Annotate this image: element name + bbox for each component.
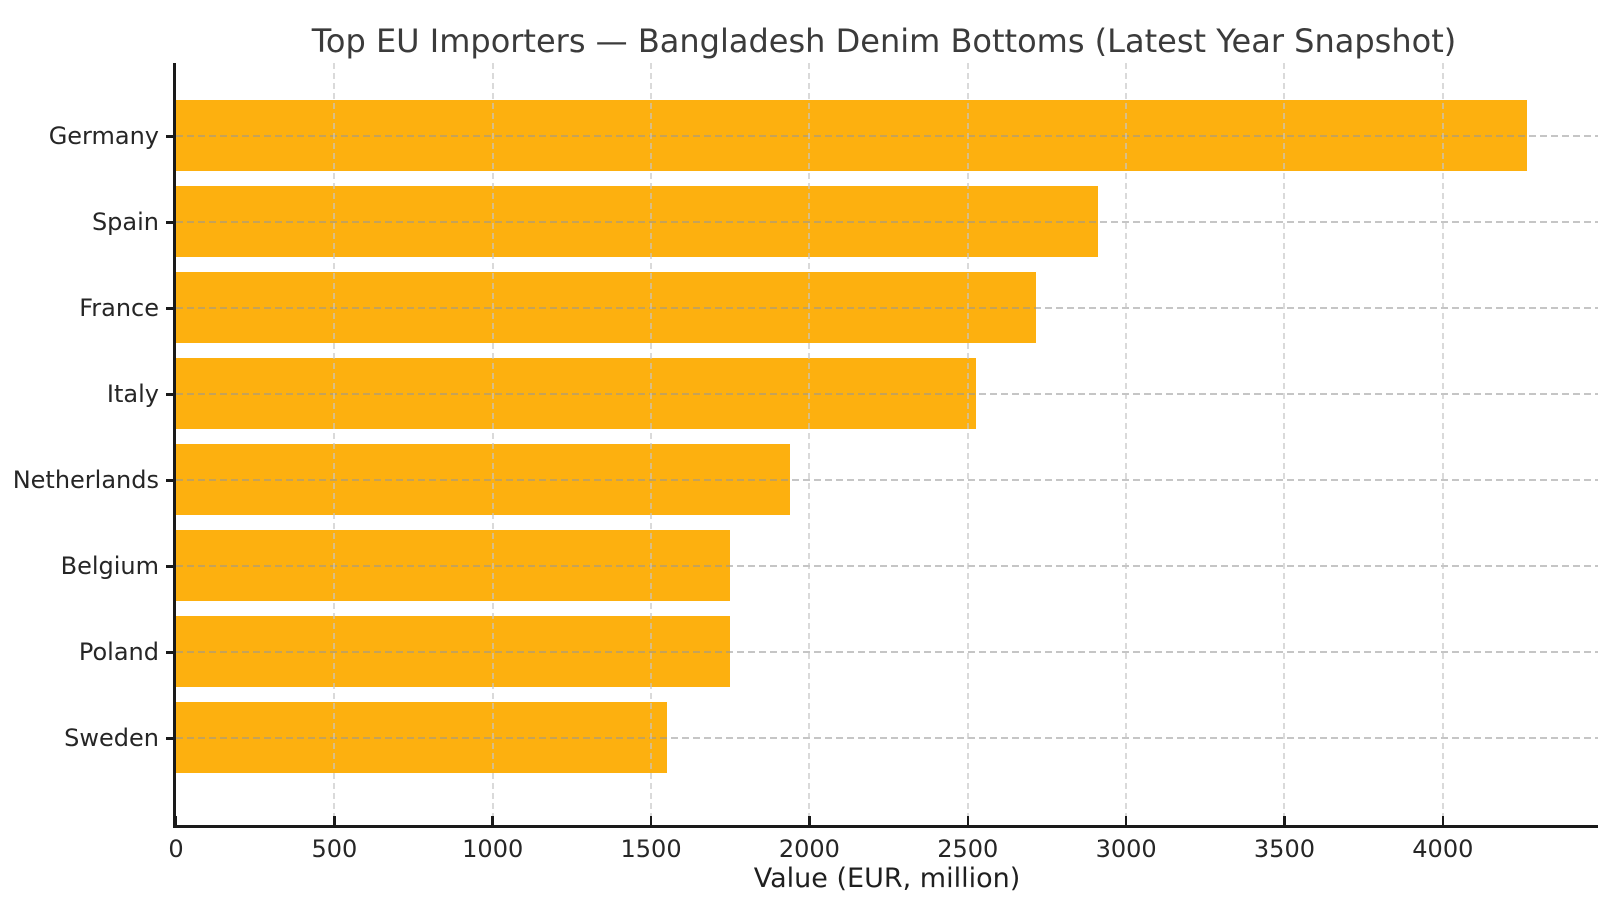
horizontal-gridline: [176, 221, 1598, 223]
horizontal-gridline: [176, 737, 1598, 739]
y-tick-label-italy: Italy: [106, 380, 159, 408]
x-tick-label: 500: [311, 835, 358, 863]
vertical-gridline: [1441, 63, 1444, 825]
vertical-gridline: [1125, 63, 1128, 825]
horizontal-gridline: [176, 307, 1598, 309]
bar-row: Netherlands: [13, 437, 1598, 523]
x-tick-mark: [333, 816, 336, 825]
x-tick-label: 2500: [937, 835, 999, 863]
bar-row: Germany: [49, 93, 1598, 179]
y-tick-label-germany: Germany: [48, 122, 159, 150]
y-tick-mark: [166, 564, 173, 568]
vertical-gridline: [1283, 63, 1286, 825]
y-tick-label-poland: Poland: [78, 638, 159, 666]
y-tick-mark: [166, 478, 173, 482]
x-tick-mark: [491, 816, 494, 825]
bars-container: Germany Spain France Italy Netherlands Belgiu…: [13, 63, 1598, 825]
x-tick-mark: [966, 816, 969, 825]
vertical-gridline: [966, 63, 969, 825]
chart-title: Top EU Importers — Bangladesh Denim Bott…: [311, 22, 1457, 60]
x-tick-label: 2000: [778, 835, 840, 863]
y-tick-label-netherlands: Netherlands: [12, 466, 159, 494]
plot-area: Germany Spain France Italy Netherlands Belgiu…: [13, 63, 1598, 894]
x-tick-label: 4000: [1412, 835, 1474, 863]
x-tick-mark: [1283, 816, 1286, 825]
y-tick-mark: [166, 306, 173, 310]
y-tick-label-spain: Spain: [91, 208, 159, 236]
x-tick-mark: [174, 816, 178, 825]
vertical-gridline: [650, 63, 653, 825]
x-tick-label: 1500: [620, 835, 682, 863]
horizontal-gridline: [176, 135, 1598, 137]
x-tick-mark: [649, 816, 653, 825]
bar-row: France: [79, 265, 1598, 351]
bar-row: Poland: [79, 609, 1598, 695]
horizontal-gridline: [176, 565, 1598, 567]
y-tick-mark: [166, 392, 173, 396]
y-tick-mark: [166, 650, 173, 654]
x-tick-label: 0: [168, 835, 184, 863]
bar-row: Belgium: [61, 523, 1598, 609]
vertical-gridline: [333, 63, 336, 825]
x-tick-mark: [1441, 816, 1445, 825]
horizontal-gridline: [176, 651, 1598, 653]
vertical-gridline: [808, 63, 811, 825]
y-tick-label-sweden: Sweden: [64, 724, 159, 752]
x-axis-label: Value (EUR, million): [753, 863, 1021, 894]
bar-row: Spain: [92, 179, 1598, 265]
x-tick-label: 1000: [462, 835, 524, 863]
y-tick-mark: [166, 134, 173, 138]
vertical-gridline: [491, 63, 494, 825]
x-tick-mark: [1124, 816, 1128, 825]
bar-row: Italy: [107, 351, 1598, 437]
x-tick-label: 3000: [1095, 835, 1157, 863]
y-tick-label-belgium: Belgium: [60, 552, 159, 580]
y-tick-label-france: France: [79, 294, 159, 322]
x-tick-mark: [808, 816, 811, 825]
horizontal-gridline: [176, 479, 1598, 481]
y-tick-mark: [166, 220, 173, 224]
bar-row: Sweden: [64, 695, 1598, 781]
x-tick-label: 3500: [1253, 835, 1315, 863]
horizontal-gridline: [176, 393, 1598, 395]
y-tick-mark: [166, 736, 173, 740]
